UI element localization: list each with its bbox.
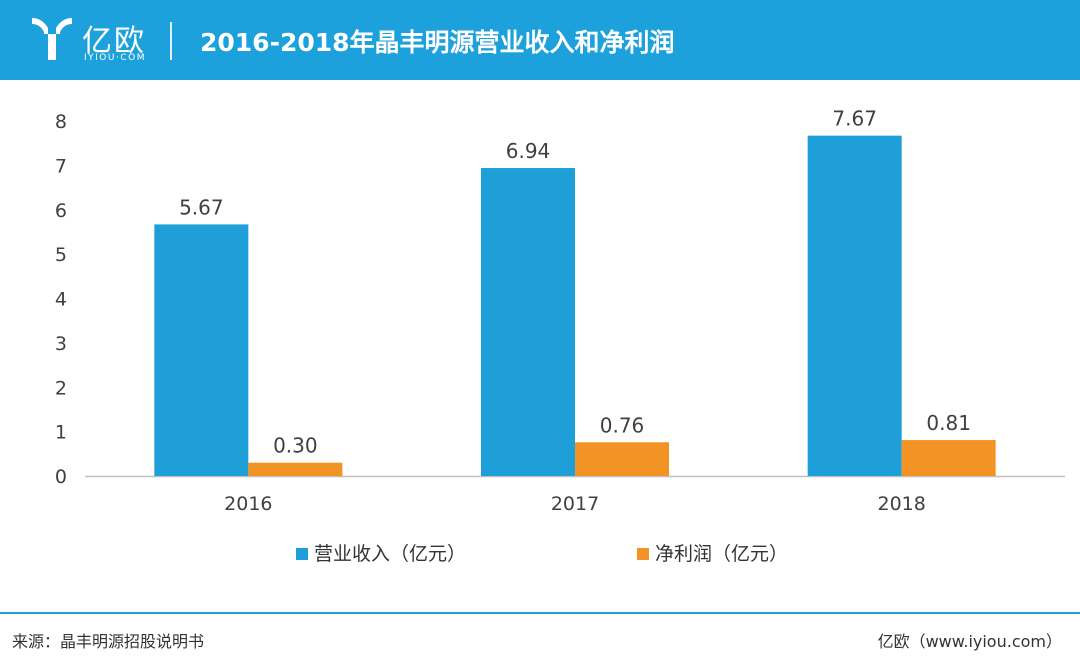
value-labels: 5.67 0.30 6.94 0.76 7.67 0.81 [179, 107, 971, 458]
bars [154, 135, 996, 477]
credit-note: 亿欧（www.iyiou.com） [877, 632, 1062, 651]
header-bar: 亿欧 IYIOU·COM 2016-2018年晶丰明源营业收入和净利润 [0, 0, 1080, 80]
bar-revenue-2016 [154, 224, 249, 476]
y-tick-label: 2 [55, 377, 67, 399]
bar-revenue-2017 [481, 168, 575, 476]
data-label-net-profit-2017: 0.76 [600, 413, 645, 437]
logo-mark-icon [32, 17, 72, 60]
x-tick-label: 2018 [877, 493, 925, 515]
y-axis-labels: 0 1 2 3 4 5 6 7 8 [55, 111, 67, 488]
data-label-revenue-2017: 6.94 [506, 139, 551, 163]
header-divider [170, 22, 172, 60]
bar-net-profit-2018 [901, 440, 996, 476]
x-tick-label: 2017 [551, 493, 599, 515]
logo-text: 亿欧 [82, 24, 146, 59]
legend-label-net-profit: 净利润（亿元） [655, 543, 789, 565]
data-label-net-profit-2016: 0.30 [273, 434, 318, 458]
legend-label-revenue: 营业收入（亿元） [314, 543, 467, 565]
y-tick-label: 8 [55, 111, 67, 133]
data-label-revenue-2016: 5.67 [179, 195, 224, 219]
y-tick-label: 0 [55, 466, 67, 488]
y-tick-label: 3 [55, 333, 67, 355]
y-tick-label: 6 [55, 200, 67, 222]
data-label-revenue-2018: 7.67 [832, 107, 877, 131]
y-tick-label: 7 [55, 155, 67, 177]
legend-swatch-net-profit [637, 548, 649, 560]
logo: 亿欧 IYIOU·COM [30, 12, 160, 68]
page-title: 2016-2018年晶丰明源营业收入和净利润 [200, 28, 675, 57]
data-label-net-profit-2018: 0.81 [926, 411, 971, 435]
x-axis-labels: 2016 2017 2018 [224, 493, 926, 515]
source-note: 来源：晶丰明源招股说明书 [12, 632, 205, 651]
bar-revenue-2018 [807, 135, 902, 477]
legend-swatch-revenue [296, 548, 308, 560]
footer-divider [0, 612, 1080, 614]
x-tick-label: 2016 [224, 493, 272, 515]
logo-subtext: IYIOU·COM [84, 53, 146, 63]
legend: 营业收入（亿元） 净利润（亿元） [0, 540, 1080, 568]
y-tick-label: 4 [55, 289, 67, 311]
bar-net-profit-2016 [248, 462, 343, 476]
bar-net-profit-2017 [575, 442, 669, 476]
y-tick-label: 5 [55, 244, 67, 266]
y-tick-label: 1 [55, 422, 67, 444]
